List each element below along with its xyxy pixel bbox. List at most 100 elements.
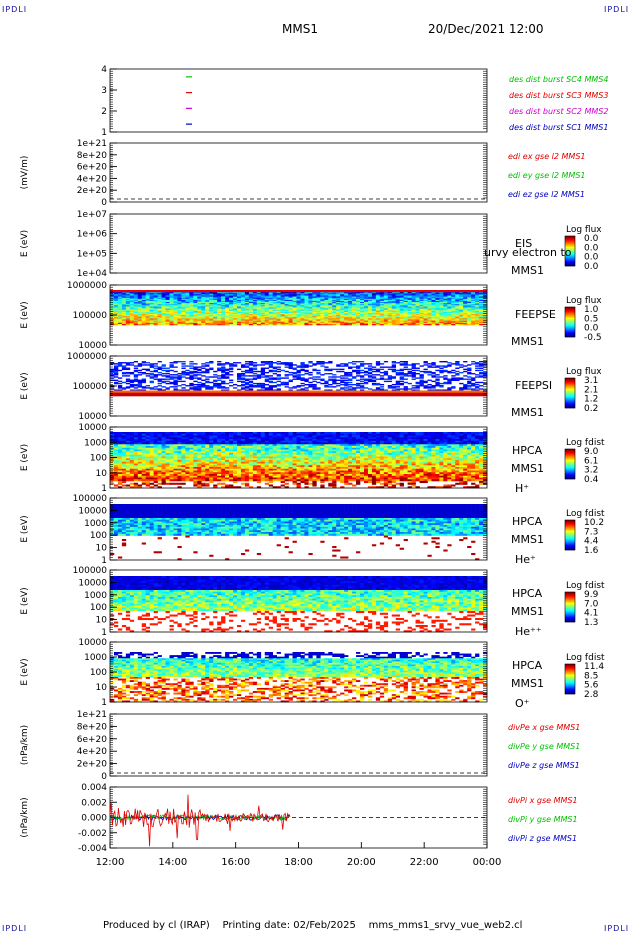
p10-series-label: divPe z gse MMS1 (508, 761, 580, 770)
p7-colorbar-tick: 7.3 (584, 527, 598, 537)
p2-y-tick-label: 1e+21 (77, 139, 107, 149)
corner-label-br: IPDLI (604, 924, 630, 933)
p3-colorbar (565, 236, 575, 267)
p3-overlay-text: urvy electron to (484, 246, 572, 259)
p1-series-label: des dist burst SC3 MMS3 (509, 91, 608, 100)
p3-colorbar-tick: 0.0 (584, 234, 599, 244)
p8-y-tick-label: 10 (96, 616, 108, 626)
p8-heat-cells (110, 576, 488, 633)
p7-colorbar-title: Log fdist (566, 509, 605, 519)
p4-y-tick-label: 100000 (73, 311, 108, 321)
p8-colorbar-tick: 9.9 (584, 590, 599, 600)
p6-y-tick-label: 1 (101, 484, 107, 494)
p5-y-axis-label: E (eV) (20, 372, 30, 399)
p7-colorbar-tick: 10.2 (584, 518, 604, 528)
p5-instrument-label: FEEPSI (515, 379, 552, 392)
p7-colorbar-tick: 1.6 (584, 546, 599, 556)
p2-y-tick-label: 6e+20 (77, 163, 108, 173)
p3-instrument-label: EIS (515, 237, 532, 250)
p4-colorbar-frame (564, 306, 576, 338)
p3-y-tick-label: 1e+05 (77, 249, 107, 259)
p3-colorbar-tick: 0.0 (584, 243, 599, 253)
p1-y-tick-label: 1 (101, 128, 107, 138)
p10-series-label: divPe x gse MMS1 (508, 723, 580, 732)
p8-colorbar-tick: 7.0 (584, 599, 599, 609)
footer-printing-date: Printing date: 02/Feb/2025 (222, 920, 356, 931)
p11-y-tick-label: -0.004 (78, 844, 107, 854)
x-axis-tick-label: 00:00 (473, 857, 502, 868)
p5-y-tick-label: 1000000 (67, 352, 107, 362)
p5-colorbar-tick: 1.2 (584, 395, 598, 405)
footer-produced-by: Produced by cl (IRAP) (103, 920, 210, 931)
p7-y-axis-label: E (eV) (20, 515, 30, 542)
p4-instrument-label: FEEPSE (515, 308, 556, 321)
p2-y-axis-label: (mV/m) (20, 156, 30, 190)
p6-y-axis-label: E (eV) (20, 444, 30, 471)
p11-series-label: divPi x gse MMS1 (508, 796, 578, 805)
p4-colorbar-tick: 1.0 (584, 305, 599, 315)
p7-y-tick-label: 100000 (73, 494, 108, 504)
p6-instrument-label: HPCA (512, 444, 543, 457)
p9-y-tick-label: 100 (90, 668, 107, 678)
p6-colorbar-tick: 3.2 (584, 466, 598, 476)
footer: Produced by cl (IRAP) Printing date: 02/… (103, 920, 522, 931)
x-axis-tick-label: 14:00 (158, 857, 187, 868)
corner-label-tr: IPDLI (604, 5, 630, 14)
p3-minor-ticks (110, 215, 487, 270)
x-axis-tick-label: 12:00 (96, 857, 125, 868)
p4-colorbar-tick: 0.5 (584, 314, 598, 324)
p1-frame (109, 68, 488, 133)
p9-y-tick-label: 10 (96, 683, 108, 693)
p4-colorbar-tick: -0.5 (584, 333, 602, 343)
x-axis-tick-label: 16:00 (221, 857, 250, 868)
p6-heat-cells (110, 432, 488, 489)
p11-y-tick-label: 0.004 (81, 783, 107, 793)
p6-colorbar (565, 449, 575, 480)
spacecraft-title: MMS1 (282, 22, 318, 36)
x-axis-tick-label: 18:00 (284, 857, 313, 868)
p8-colorbar-tick: 1.3 (584, 618, 598, 628)
p8-y-axis-label: E (eV) (20, 587, 30, 614)
p6-species-label: H⁺ (515, 482, 529, 495)
p5-colorbar-frame (564, 377, 576, 409)
p5-colorbar-tick: 0.2 (584, 404, 598, 414)
stacked-plot: 4 3 2 1 des dist burst SC1 MMS1 des dist burs… (20, 65, 608, 868)
p6-spacecraft-label: MMS1 (511, 462, 544, 475)
p3-colorbar-title: Log flux (566, 225, 602, 235)
p5-y-tick-label: 100000 (73, 382, 108, 392)
p1-series-label: des dist burst SC1 MMS1 (509, 123, 608, 132)
p3-colorbar-tick: 0.0 (584, 262, 599, 272)
p4-colorbar (565, 307, 575, 338)
p4-colorbar-tick: 0.0 (584, 324, 599, 334)
p4-y-tick-label: 1000000 (67, 281, 107, 291)
p8-y-tick-label: 1000 (84, 591, 107, 601)
p6-colorbar-tick: 9.0 (584, 447, 599, 457)
p2-y-tick-label: 0 (101, 198, 107, 208)
p10-frame (109, 713, 488, 777)
p6-colorbar-tick: 0.4 (584, 475, 599, 485)
p1-y-tick-label: 2 (101, 107, 107, 117)
p8-colorbar (565, 592, 575, 623)
p9-colorbar-tick: 2.8 (584, 690, 599, 700)
p10-y-tick-label: 6e+20 (77, 735, 108, 745)
p6-y-tick-label: 100 (90, 454, 107, 464)
p10-y-tick-label: 0 (101, 772, 107, 782)
p8-colorbar-tick: 4.1 (584, 609, 598, 619)
p8-y-tick-label: 1 (101, 628, 107, 638)
p4-y-tick-label: 10000 (78, 341, 107, 351)
p9-instrument-label: HPCA (512, 659, 543, 672)
p2-series-label: edi ey gse l2 MMS1 (508, 171, 586, 180)
p5-minor-ticks (110, 357, 487, 414)
p1-y-tick-label: 4 (101, 65, 107, 75)
corner-label-tl: IPDLI (2, 5, 28, 14)
p11-series-line-2 (109, 813, 291, 821)
p10-minor-ticks (110, 715, 487, 774)
p3-colorbar-tick: 0.0 (584, 253, 599, 263)
p7-y-tick-label: 1 (101, 556, 107, 566)
datetime-title: 20/Dec/2021 12:00 (428, 22, 544, 36)
p11-series-label: divPi z gse MMS1 (508, 834, 577, 843)
p9-y-tick-label: 10000 (78, 638, 107, 648)
p9-y-tick-label: 1 (101, 698, 107, 708)
p2-y-tick-label: 4e+20 (77, 174, 108, 184)
p7-heat-cells (110, 504, 488, 561)
